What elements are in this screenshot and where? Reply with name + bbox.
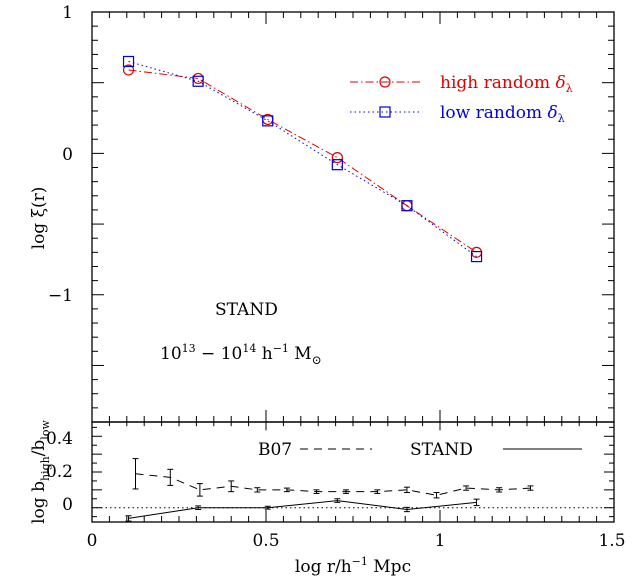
- legend-marker-high: [379, 76, 391, 88]
- top-y-axis-label: log ξ(r): [29, 187, 49, 250]
- top-ytick-label-1: 1: [62, 3, 73, 23]
- data-point-high: [122, 64, 135, 76]
- data-point-high: [470, 246, 483, 258]
- data-point-low: [122, 55, 135, 68]
- xtick-label-1: 1: [435, 531, 446, 551]
- data-point-high: [331, 152, 343, 164]
- data-point-low: [401, 200, 413, 212]
- annotation-mass-range: 1013 − 1014 h−1 M⊙: [160, 342, 322, 367]
- data-point-low: [470, 250, 483, 263]
- x-axis-label: log r/h−1 Mpc: [295, 555, 411, 577]
- annotation-sample: STAND: [215, 300, 278, 320]
- data-point-low: [262, 115, 274, 127]
- data-point-low: [331, 159, 343, 171]
- ticks-layer: [91, 11, 615, 522]
- bottom-ytick-label-0.2: 0.2: [46, 462, 73, 482]
- series-line-low: [128, 61, 477, 257]
- bottom-legend-label-stand: STAND: [410, 440, 473, 460]
- series-layer: [92, 55, 614, 522]
- xtick-label-0.5: 0.5: [252, 531, 279, 551]
- ratio-line-b07: [135, 473, 531, 496]
- bottom-ytick-label-0.4: 0.4: [46, 429, 73, 449]
- legend-label-low: low random δλ: [440, 103, 565, 125]
- data-point-low: [192, 75, 204, 87]
- bottom-y-axis-label: log bhigh/blow: [29, 420, 52, 524]
- xtick-label-1.5: 1.5: [598, 531, 625, 551]
- legend: high random δλ low random δλ: [350, 73, 573, 125]
- legend-label-high: high random δλ: [440, 73, 573, 95]
- legend-marker-low: [379, 106, 391, 118]
- bottom-ytick-label-0: 0: [62, 495, 73, 515]
- xtick-label-0: 0: [87, 531, 98, 551]
- ratio-line-stand: [128, 500, 477, 519]
- top-ytick-label-0: 0: [62, 145, 73, 165]
- bottom-legend-label-b07: B07: [258, 440, 292, 460]
- series-line-high: [128, 69, 477, 253]
- top-ytick-label-minus1: −1: [48, 286, 73, 306]
